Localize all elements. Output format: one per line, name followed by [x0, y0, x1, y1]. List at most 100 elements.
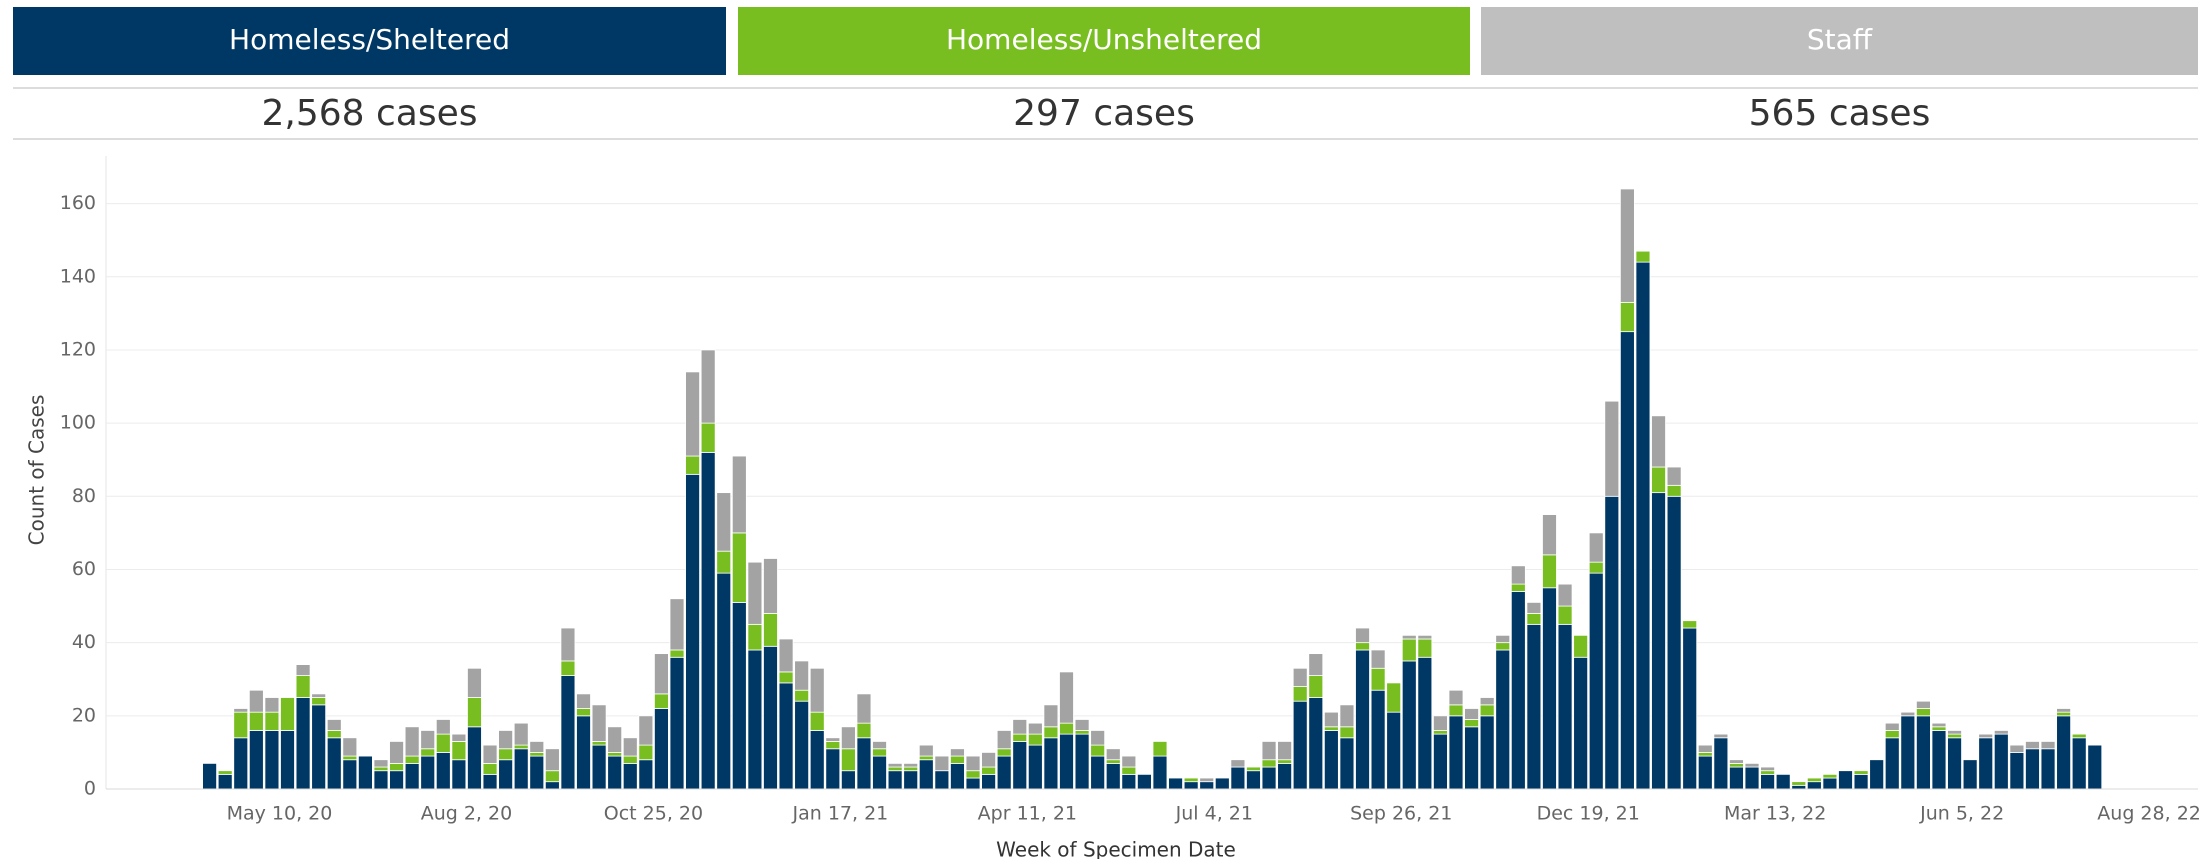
bar-segment [217, 773, 233, 790]
bar-segment [1043, 726, 1059, 739]
bar-segment [1339, 726, 1355, 739]
legend-label: Staff [1807, 23, 1873, 56]
bar-segment [1433, 733, 1448, 790]
bar-segment [1121, 755, 1137, 768]
bar-segment [373, 770, 389, 790]
bar-segment [700, 422, 716, 453]
bar-segment [1355, 642, 1370, 651]
bar-segment [1261, 741, 1277, 761]
bar-segment [420, 755, 436, 790]
bar-segment [825, 741, 841, 750]
bar-segment [1931, 726, 1947, 731]
bar-segment [809, 730, 825, 790]
y-tick-label: 0 [84, 778, 96, 800]
bar-segment [1277, 741, 1293, 761]
bar-segment [731, 532, 747, 603]
bar-segment [373, 759, 389, 768]
bar-segment [1993, 730, 2009, 735]
bar-segment [950, 755, 965, 764]
bar-segment [1370, 689, 1386, 790]
bar-segment [1370, 649, 1386, 669]
bar-segment [357, 755, 373, 790]
bar-segment [1978, 737, 1994, 790]
bar-segment [591, 704, 607, 742]
bar-segment [435, 733, 451, 753]
bar-segment [1588, 561, 1604, 574]
bar-segment [1510, 583, 1526, 592]
bar-segment [1635, 250, 1651, 263]
bar-segment [1292, 700, 1308, 790]
bar-segment [1635, 261, 1651, 790]
bar-segment [731, 602, 747, 790]
bar-segment [872, 748, 887, 757]
bar-segment [1947, 733, 1962, 739]
bar-segment [451, 759, 467, 790]
bar-segment [1090, 730, 1106, 746]
bar-segment [1713, 737, 1729, 790]
bar-segment [1386, 682, 1402, 713]
bar-segment [809, 667, 825, 713]
bar-segment [840, 726, 856, 750]
bar-segment [342, 755, 358, 761]
bar-segment [1261, 759, 1277, 768]
bar-segment [981, 766, 996, 775]
bar-segment [763, 558, 778, 614]
bar-segment [1495, 634, 1511, 644]
bar-segment [342, 737, 358, 757]
bar-segment [1464, 708, 1479, 720]
bar-segment [1729, 762, 1744, 768]
bar-segment [1651, 466, 1666, 494]
bar-segment [965, 755, 981, 772]
bar-segment [233, 737, 249, 790]
bar-segment [1697, 752, 1713, 757]
bar-segment [840, 770, 856, 790]
bar-segment [685, 473, 700, 790]
bar-segment [326, 730, 342, 739]
bar-segment [1448, 704, 1464, 717]
bar-segment [498, 730, 514, 750]
bar-segment [1090, 755, 1106, 790]
bar-segment [1401, 638, 1417, 662]
total-cases: 2,568 cases [261, 93, 477, 134]
bar-segment [1775, 773, 1791, 790]
bar-segment [560, 660, 576, 676]
bar-segment [1479, 697, 1495, 706]
bar-segment [856, 693, 872, 724]
bar-segment [654, 653, 669, 695]
bar-segment [1947, 730, 1962, 735]
legend-tile [738, 7, 1470, 75]
y-tick-label: 140 [60, 265, 96, 287]
bar-segment [264, 697, 280, 713]
bar-segment [435, 719, 451, 735]
x-tick-label: Apr 11, 21 [978, 803, 1077, 825]
bar-segment [467, 667, 482, 698]
bar-segment [1012, 733, 1028, 742]
bar-segment [1588, 532, 1604, 563]
bar-segment [1884, 730, 1900, 739]
bar-segment [622, 737, 638, 757]
bar-segment [1199, 781, 1215, 790]
bar-segment [1105, 762, 1121, 790]
bar-segment [1308, 653, 1324, 676]
bar-segment [264, 730, 280, 790]
legend-label: Homeless/Unsheltered [946, 23, 1262, 56]
bar-segment [451, 741, 467, 761]
bar-segment [685, 371, 700, 457]
bar-segment [825, 748, 841, 790]
bar-segment [918, 759, 934, 790]
bar-segment [2056, 711, 2072, 717]
bar-segment [2071, 733, 2087, 739]
bar-segment [2087, 744, 2103, 790]
bar-segment [872, 755, 887, 790]
bar-segment [1090, 744, 1106, 757]
bar-segment [778, 638, 794, 673]
bar-segment [1230, 766, 1246, 790]
bar-segment [1619, 331, 1635, 790]
bar-segment [529, 752, 545, 757]
bar-segment [700, 451, 716, 790]
bar-segment [950, 762, 965, 790]
bar-segment [607, 726, 623, 753]
bar-segment [1308, 697, 1324, 790]
bar-segment [825, 737, 841, 742]
bar-segment [716, 550, 732, 574]
